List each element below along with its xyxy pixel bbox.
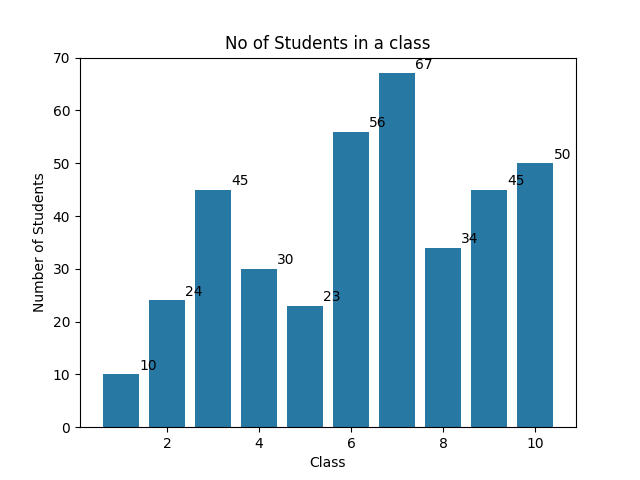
Text: 30: 30 <box>277 253 295 267</box>
Bar <box>195 190 232 427</box>
Text: 45: 45 <box>508 174 525 188</box>
Bar <box>241 269 277 427</box>
Bar <box>516 163 554 427</box>
Title: No of Students in a class: No of Students in a class <box>225 35 431 53</box>
X-axis label: Class: Class <box>310 456 346 470</box>
Text: 45: 45 <box>232 174 249 188</box>
Text: 10: 10 <box>140 359 157 373</box>
Bar <box>287 306 323 427</box>
Bar <box>379 73 415 427</box>
Bar <box>424 248 461 427</box>
Text: 56: 56 <box>369 116 387 130</box>
Text: 67: 67 <box>415 58 433 72</box>
Bar <box>148 300 186 427</box>
Text: 24: 24 <box>186 285 203 299</box>
Bar <box>333 132 369 427</box>
Bar <box>102 374 140 427</box>
Y-axis label: Number of Students: Number of Students <box>33 172 47 312</box>
Text: 50: 50 <box>554 148 571 162</box>
Text: 34: 34 <box>461 232 479 246</box>
Bar <box>470 190 508 427</box>
Text: 23: 23 <box>323 290 341 304</box>
